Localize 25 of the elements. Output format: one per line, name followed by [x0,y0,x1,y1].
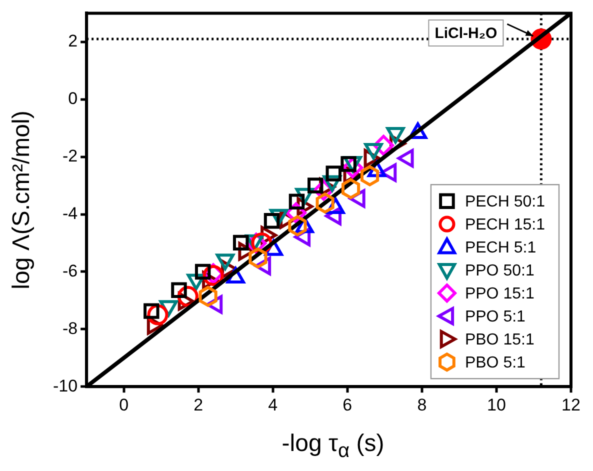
y-tick-label: -8 [62,318,78,338]
legend-label: PECH 5:1 [464,240,536,257]
y-tick-label: 0 [68,89,78,108]
y-axis-title: log Λ(S.cm²/mol) [8,110,36,290]
x-tick-label: 2 [194,395,204,414]
legend-label: PBO 15:1 [464,332,534,349]
x-tick-label: 12 [562,395,580,414]
x-tick-label: 4 [268,395,278,414]
annotation: LiCl-H₂O [434,25,498,42]
x-axis-title: -log τ$_{α}$ (s) [280,430,386,463]
legend-label: PPO 50:1 [464,262,534,280]
x-tick-label: 8 [417,395,427,414]
y-tick-label: -4 [62,204,78,223]
legend-label: PPO 15:1 [464,286,534,303]
legend-label: PPO 5:1 [464,308,526,326]
y-tick-label: -6 [62,261,78,280]
legend-label: PBO 5:1 [464,354,526,372]
x-tick-label: 0 [119,395,129,414]
y-tick-label: -10 [52,376,78,396]
x-tick-label: 10 [487,395,506,414]
legend-label: PECH 50:1 [464,194,546,211]
y-tick-label: -2 [62,146,78,166]
x-tick-label: 6 [342,395,352,414]
y-tick-label: 2 [68,32,78,51]
legend-label: PECH 15:1 [464,216,546,234]
